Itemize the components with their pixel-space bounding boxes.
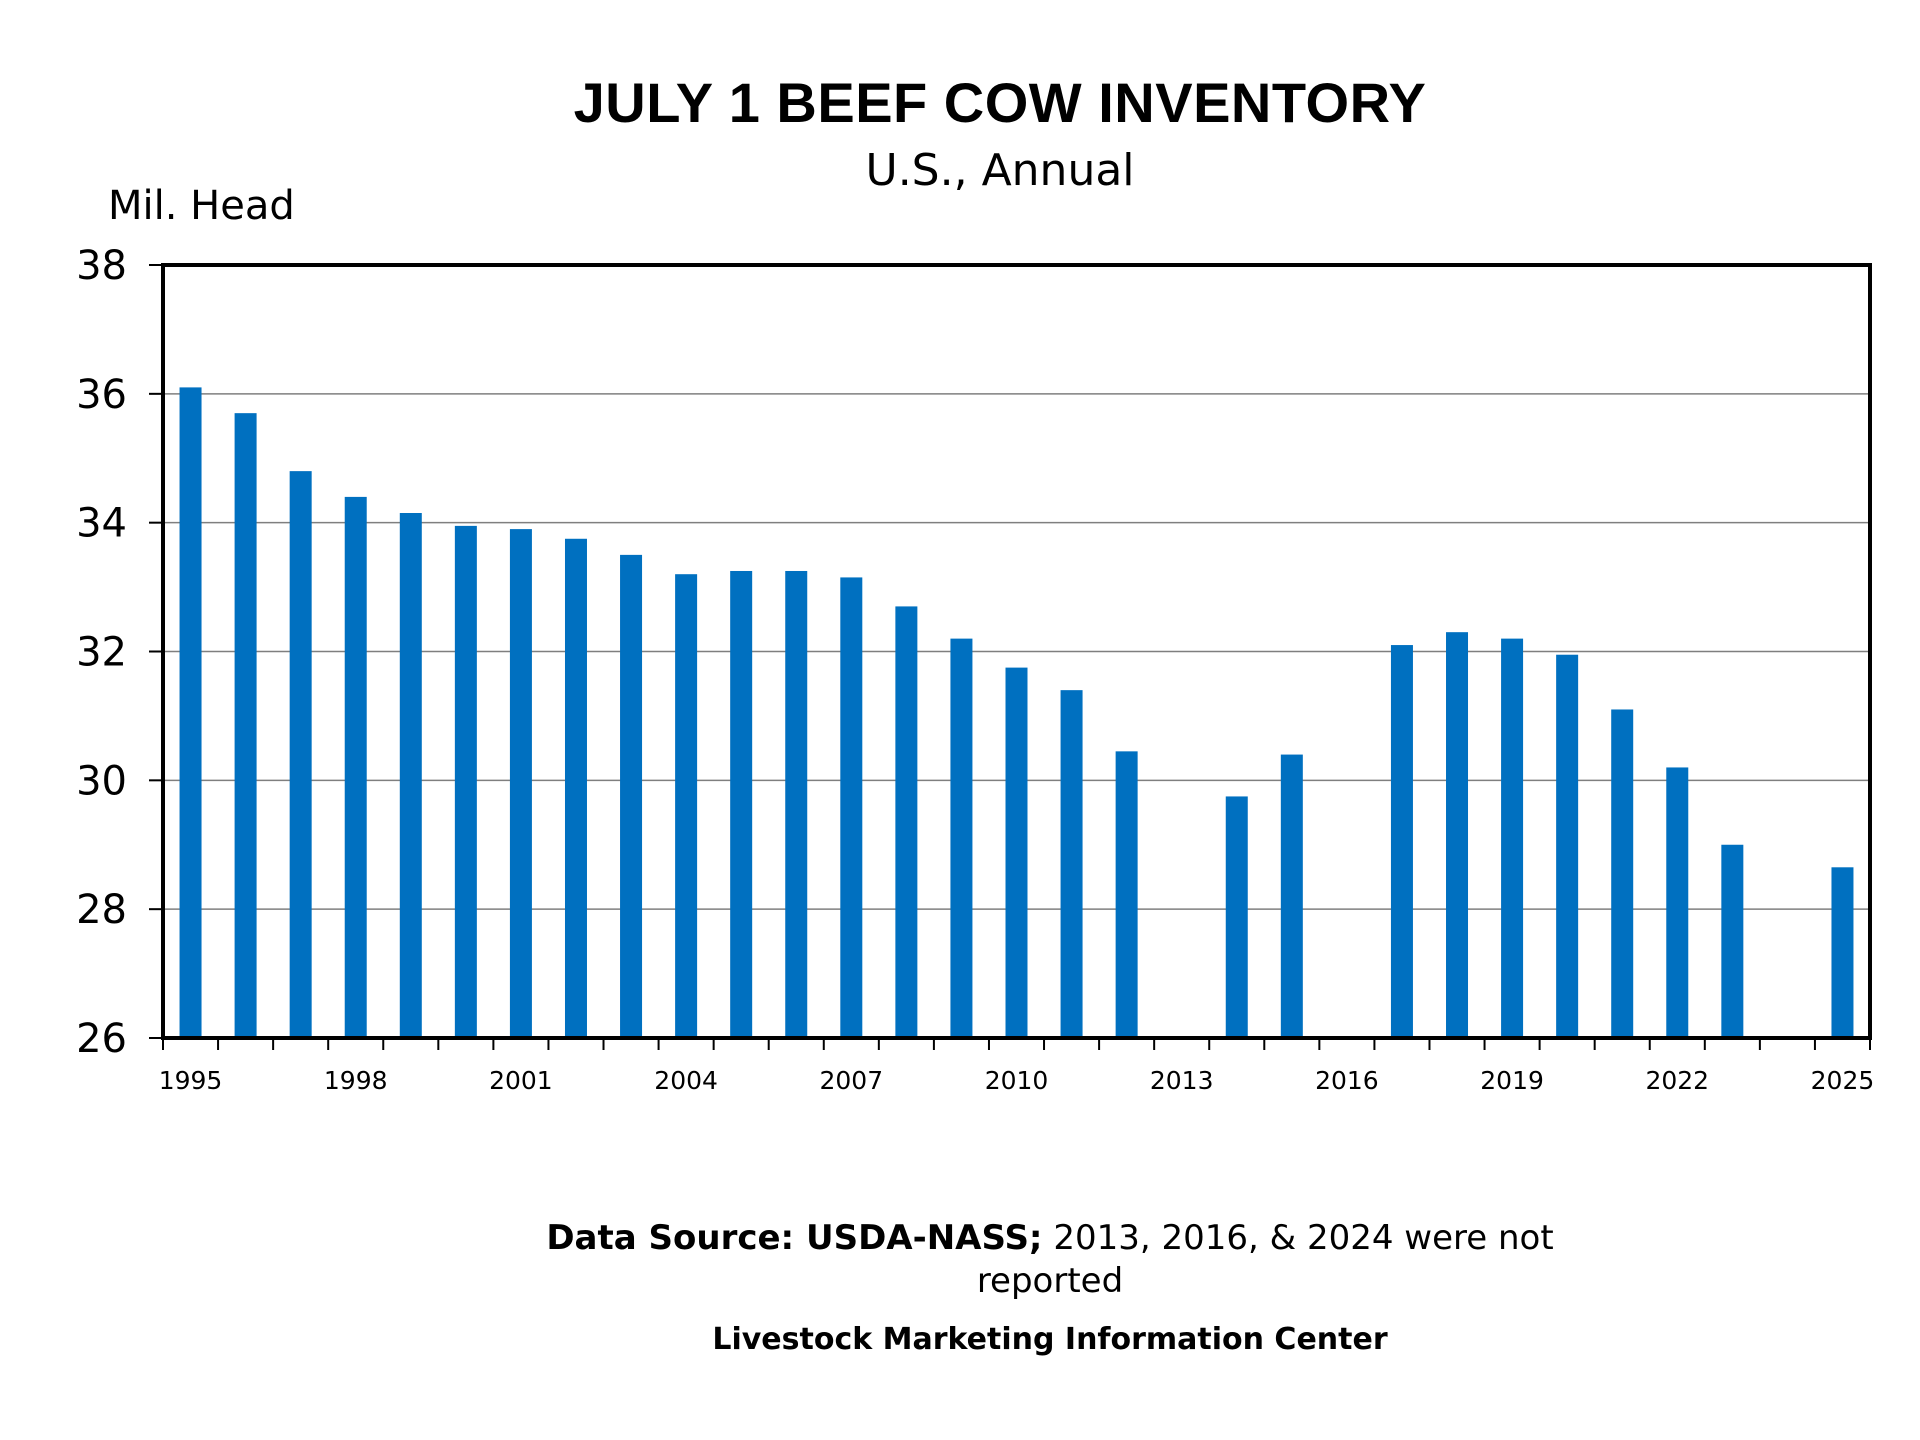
bar-2001 (509, 529, 532, 1038)
bar-1996 (234, 413, 257, 1038)
bar-2018 (1446, 632, 1469, 1038)
bar-2023 (1721, 844, 1744, 1038)
bar-2002 (564, 538, 587, 1038)
bar-2000 (454, 525, 477, 1038)
bar-2017 (1390, 645, 1413, 1038)
data-source-note-line2: reported (976, 1261, 1124, 1301)
x-tick-label: 2013 (1150, 1066, 1214, 1095)
bar-2006 (785, 570, 808, 1038)
bar-2014 (1225, 796, 1248, 1038)
chart-title: JULY 1 BEEF COW INVENTORY (573, 71, 1427, 134)
bar-2009 (950, 638, 973, 1038)
bar-2004 (675, 574, 698, 1038)
y-axis-unit-label: Mil. Head (108, 183, 295, 229)
bar-2008 (895, 606, 918, 1038)
data-source-note: Data Source: USDA-NASS; 2013, 2016, & 20… (0, 1215, 1920, 1261)
y-tick-label: 32 (76, 630, 127, 676)
bar-2011 (1060, 690, 1083, 1038)
bar-1999 (399, 513, 422, 1038)
x-tick-label: 2007 (819, 1066, 883, 1095)
y-tick-label: 36 (76, 372, 127, 418)
x-tick-label: 2010 (985, 1066, 1049, 1095)
bar-2025 (1831, 867, 1854, 1038)
x-tick-label: 2019 (1480, 1066, 1544, 1095)
bar-2022 (1666, 767, 1689, 1038)
data-source-text: 2013, 2016, & 2024 were not (1042, 1218, 1554, 1258)
bar-1995 (179, 387, 202, 1038)
y-tick-label: 30 (76, 758, 127, 804)
x-tick-label: 1998 (324, 1066, 388, 1095)
credit-line: Livestock Marketing Information Center (712, 1322, 1388, 1357)
x-tick-label: 2025 (1811, 1066, 1875, 1095)
bar-2019 (1501, 638, 1524, 1038)
bar-2020 (1556, 654, 1579, 1038)
bar-2021 (1611, 709, 1634, 1038)
y-tick-label: 28 (76, 887, 127, 933)
y-tick-label: 26 (76, 1016, 127, 1062)
x-tick-label: 2016 (1315, 1066, 1379, 1095)
x-tick-label: 2001 (489, 1066, 553, 1095)
x-tick-label: 2022 (1645, 1066, 1709, 1095)
x-tick-label: 2004 (654, 1066, 718, 1095)
bar-2007 (840, 577, 863, 1038)
bar-2015 (1280, 754, 1303, 1038)
x-tick-label: 1995 (159, 1066, 223, 1095)
y-tick-label: 34 (76, 501, 127, 547)
data-source-label: Data Source: USDA-NASS; (546, 1218, 1043, 1258)
bar-2003 (620, 554, 643, 1038)
bar-2005 (730, 570, 753, 1038)
chart-subtitle: U.S., Annual (865, 145, 1135, 196)
y-tick-label: 38 (76, 243, 127, 289)
bar-1998 (344, 496, 367, 1038)
bar-1997 (289, 471, 312, 1039)
bar-2010 (1005, 667, 1028, 1038)
bar-2012 (1115, 751, 1138, 1038)
